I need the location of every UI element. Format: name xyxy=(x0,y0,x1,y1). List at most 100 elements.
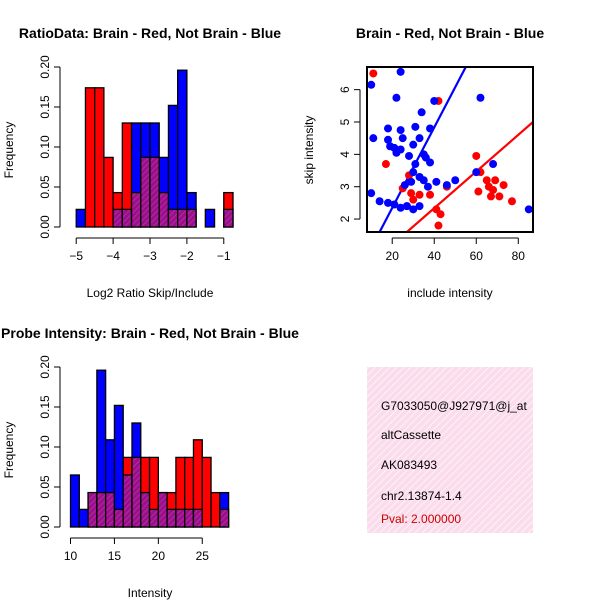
intensity-histogram-y-tick-label: 0.10 xyxy=(38,435,52,459)
scatter-point-brain xyxy=(495,192,504,201)
ratio-histogram-bar-not-brain xyxy=(75,208,87,228)
scatter-point-not-brain xyxy=(489,160,498,169)
ratio-histogram-y-tick-label: 0.05 xyxy=(38,175,52,199)
scatter-point-not-brain xyxy=(407,177,416,186)
ratio-histogram-x-tick-label: −5 xyxy=(69,249,83,263)
intensity-histogram-title: Probe Intensity: Brain - Red, Not Brain … xyxy=(1,325,299,341)
probe-info-panel: G7033050@J927971@j_at altCassette AK0834… xyxy=(367,367,533,533)
ratio-histogram-x-tick-label: −1 xyxy=(217,249,231,263)
intensity-histogram-bar-overlap xyxy=(184,508,195,528)
probe-info-background xyxy=(367,367,533,533)
scatter-point-brain xyxy=(491,176,500,185)
scatter-point-not-brain xyxy=(451,176,460,185)
ratio-histogram-y-tick-label: 0.15 xyxy=(38,95,52,119)
ratio-histogram-bar-not-brain xyxy=(204,208,216,228)
intensity-histogram-panel: Probe Intensity: Brain - Red, Not Brain … xyxy=(1,325,299,600)
scatter-y-axis: 2 3 4 5 6 xyxy=(338,86,361,222)
ratio-histogram-bar-overlap xyxy=(130,191,142,228)
intensity-histogram-y-tick-label: 0.15 xyxy=(38,395,52,419)
ratio-histogram-bar-brain xyxy=(103,156,114,228)
scatter-point-not-brain xyxy=(419,176,428,185)
scatter-x-tick-label: 60 xyxy=(470,249,484,263)
scatter-y-tick-label: 6 xyxy=(338,86,352,93)
intensity-histogram-y-tick-label: 0.05 xyxy=(38,475,52,499)
intensity-histogram-bars xyxy=(69,369,230,528)
scatter-point-not-brain xyxy=(417,108,426,117)
scatter-point-brain xyxy=(436,210,445,219)
ratio-histogram-bar-overlap xyxy=(158,191,170,228)
intensity-histogram-x-tick-label: 25 xyxy=(196,549,210,563)
scatter-point-not-brain xyxy=(409,168,418,177)
scatter-y-tick-label: 5 xyxy=(338,118,352,125)
intensity-histogram-bar-overlap xyxy=(148,508,159,528)
scatter-x-tick-label: 20 xyxy=(386,249,400,263)
scatter-point-not-brain xyxy=(432,177,441,186)
scatter-point-not-brain xyxy=(411,122,420,131)
scatter-point-not-brain xyxy=(524,205,533,214)
intensity-histogram-bar-overlap xyxy=(140,491,151,528)
intensity-histogram-bar-overlap xyxy=(87,491,98,528)
scatter-point-not-brain xyxy=(476,93,485,102)
scatter-point-not-brain xyxy=(430,96,439,105)
scatter-point-not-brain xyxy=(426,124,435,133)
scatter-point-brain xyxy=(409,195,418,204)
intensity-histogram-bar-overlap xyxy=(96,491,107,528)
ratio-histogram-x-tick-label: −2 xyxy=(180,249,194,263)
scatter-point-brain xyxy=(482,176,491,185)
intensity-histogram-bar-brain xyxy=(210,491,221,528)
ratio-histogram-y-tick-label: 0.10 xyxy=(38,135,52,159)
ratio-histogram-bar-overlap xyxy=(112,208,123,228)
intensity-histogram-bar-not-brain xyxy=(78,508,89,528)
scatter-point-brain xyxy=(489,185,498,194)
ratio-histogram-bar-overlap xyxy=(186,208,197,228)
intensity-histogram-bar-overlap xyxy=(192,508,203,528)
scatter-title: Brain - Red, Not Brain - Blue xyxy=(356,25,544,41)
scatter-point-brain xyxy=(472,151,481,160)
intensity-histogram-y-label: Frequency xyxy=(2,422,16,479)
ratio-histogram-y-axis: 0.00 0.05 0.10 0.15 0.20 xyxy=(38,55,61,239)
intensity-histogram-bar-overlap xyxy=(131,456,142,528)
intensity-histogram-x-tick-label: 15 xyxy=(108,549,122,563)
scatter-point-not-brain xyxy=(426,158,435,167)
ratio-histogram-bar-not-brain xyxy=(177,69,188,228)
scatter-point-brain xyxy=(486,192,495,201)
ratio-histogram-bar-overlap xyxy=(140,156,151,228)
scatter-point-not-brain xyxy=(442,181,451,190)
scatter-point-not-brain xyxy=(423,182,432,191)
scatter-point-not-brain xyxy=(398,134,407,143)
ratio-histogram-bar-overlap xyxy=(149,156,160,228)
scatter-point-not-brain xyxy=(396,67,405,76)
scatter-point-brain xyxy=(507,197,516,206)
scatter-point-brain xyxy=(407,189,416,198)
scatter-point-brain xyxy=(426,190,435,199)
ratio-histogram-x-tick-label: −4 xyxy=(106,249,120,263)
scatter-point-not-brain xyxy=(384,124,393,133)
scatter-point-brain xyxy=(434,221,443,230)
scatter-point-not-brain xyxy=(396,203,405,212)
scatter-point-not-brain xyxy=(396,126,405,135)
scatter-point-not-brain xyxy=(384,135,393,144)
ratio-histogram-bars xyxy=(75,69,234,228)
ratio-histogram-panel: RatioData: Brain - Red, Not Brain - Blue… xyxy=(2,25,281,300)
scatter-point-not-brain xyxy=(392,93,401,102)
scatter-point-not-brain xyxy=(384,198,393,207)
accession-text: AK083493 xyxy=(381,458,437,472)
scatter-plot-frame xyxy=(366,66,534,233)
scatter-point-not-brain xyxy=(390,200,399,209)
intensity-histogram-bar-brain xyxy=(201,456,212,528)
scatter-point-not-brain xyxy=(400,181,409,190)
scatter-point-brain xyxy=(369,69,378,78)
scatter-point-brain xyxy=(474,187,483,196)
intensity-histogram-y-tick-label: 0.20 xyxy=(38,355,52,379)
scatter-point-brain xyxy=(499,181,508,190)
scatter-point-brain xyxy=(415,190,424,199)
ratio-histogram-bar-overlap xyxy=(177,208,188,228)
scatter-point-not-brain xyxy=(415,202,424,211)
intensity-scatter-panel: Brain - Red, Not Brain - Blue 20 40 60 80 2… xyxy=(302,25,544,300)
ratio-histogram-x-axis: −5 −4 −3 −2 −1 xyxy=(69,237,231,263)
intensity-histogram-bar-overlap xyxy=(113,508,124,528)
scatter-point-not-brain xyxy=(367,80,376,89)
scatter-x-axis: 20 40 60 80 xyxy=(386,237,525,263)
scatter-x-tick-label: 40 xyxy=(428,249,442,263)
